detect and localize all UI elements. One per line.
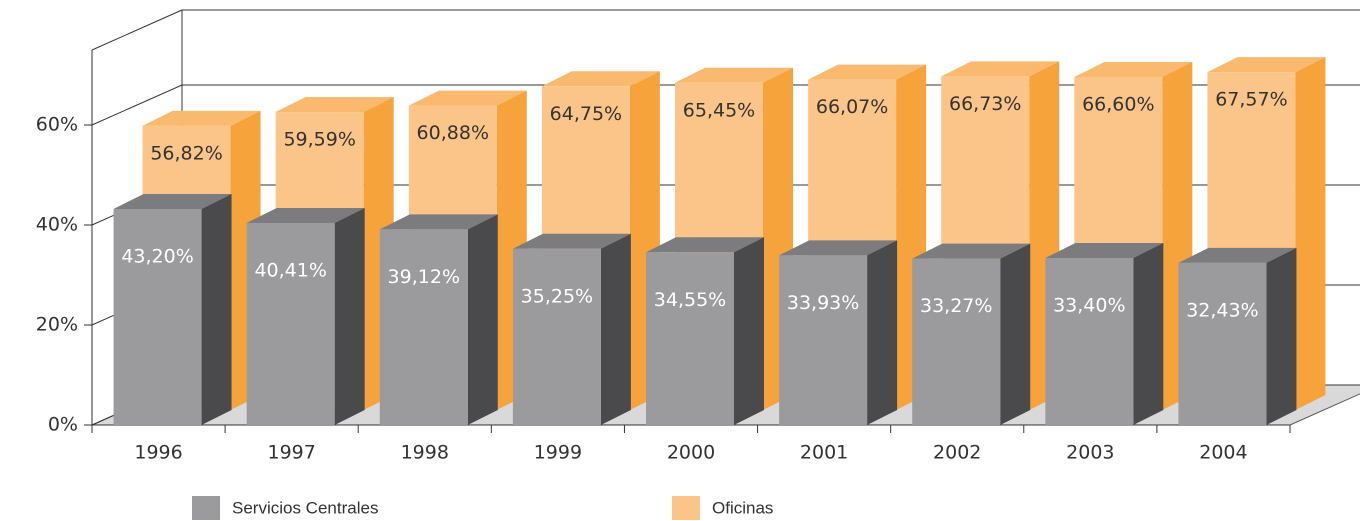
bar-side — [600, 233, 631, 425]
bar — [1045, 258, 1134, 425]
x-tick-label: 2003 — [1066, 442, 1114, 464]
bar-side — [734, 237, 764, 425]
bar-top — [808, 64, 927, 80]
bar — [912, 258, 1001, 425]
bar-side — [1295, 57, 1326, 411]
value-label: 60,88% — [417, 122, 489, 144]
value-label: 66,07% — [816, 96, 888, 118]
value-label: 33,27% — [920, 295, 992, 317]
legend-swatch — [192, 496, 220, 520]
bar-top — [912, 243, 1031, 259]
bar-top — [246, 207, 365, 223]
value-label: 34,55% — [654, 289, 726, 311]
value-label: 65,45% — [683, 99, 755, 121]
bar-top — [1207, 57, 1326, 73]
legend-swatch — [672, 496, 700, 520]
x-tick-label: 2000 — [667, 442, 715, 464]
bar-top — [113, 194, 232, 209]
bar-top — [1178, 247, 1297, 263]
value-label: 33,40% — [1053, 295, 1125, 317]
bar-top — [275, 97, 394, 113]
value-label: 32,43% — [1186, 299, 1258, 321]
bar-top — [541, 71, 660, 87]
y-tick-label: 60% — [36, 114, 78, 136]
bar — [646, 252, 734, 425]
x-tick-label: 1998 — [401, 442, 449, 464]
y-tick-label: 40% — [36, 214, 78, 236]
bar — [246, 222, 335, 425]
legend-label: Oficinas — [712, 498, 773, 517]
bar-top — [675, 67, 793, 83]
x-tick-label: 2004 — [1199, 442, 1247, 464]
bar-side — [334, 207, 365, 425]
bar-top — [941, 61, 1060, 77]
value-label: 56,82% — [150, 142, 222, 164]
value-label: 66,73% — [949, 93, 1021, 115]
bar-top — [1074, 62, 1193, 77]
bar — [113, 209, 202, 425]
wall-edge — [91, 9, 183, 51]
bar — [779, 255, 868, 425]
bar-side — [467, 214, 498, 425]
x-tick-label: 2001 — [800, 442, 848, 464]
value-label: 43,20% — [121, 246, 193, 268]
x-tick-label: 1997 — [267, 442, 315, 464]
x-tick-label: 1996 — [134, 442, 182, 464]
bar-side — [201, 194, 232, 425]
y-tick-label: 0% — [48, 414, 78, 436]
legend-label: Servicios Centrales — [232, 498, 378, 517]
bar — [1178, 262, 1267, 425]
bar — [379, 229, 468, 425]
bar-top — [1045, 243, 1164, 258]
value-label: 59,59% — [283, 129, 355, 151]
value-label: 33,93% — [787, 292, 859, 314]
bar-top — [142, 110, 261, 126]
bar — [512, 248, 601, 425]
bar-side — [1266, 247, 1297, 425]
bar-top — [512, 233, 631, 249]
value-label: 40,41% — [254, 259, 326, 281]
y-tick-label: 20% — [36, 314, 78, 336]
value-label: 67,57% — [1215, 89, 1287, 111]
value-label: 35,25% — [521, 285, 593, 307]
value-label: 66,60% — [1082, 94, 1154, 116]
bar-top — [646, 237, 764, 253]
bar-side — [1133, 243, 1164, 425]
bar-side — [1000, 243, 1031, 425]
bar-top — [379, 214, 498, 230]
bar-top — [408, 90, 527, 106]
x-tick-label: 2002 — [933, 442, 981, 464]
bar-top — [779, 240, 898, 256]
value-label: 39,12% — [388, 266, 460, 288]
x-tick-label: 1999 — [534, 442, 582, 464]
value-label: 64,75% — [550, 103, 622, 125]
bar-side — [867, 240, 898, 425]
